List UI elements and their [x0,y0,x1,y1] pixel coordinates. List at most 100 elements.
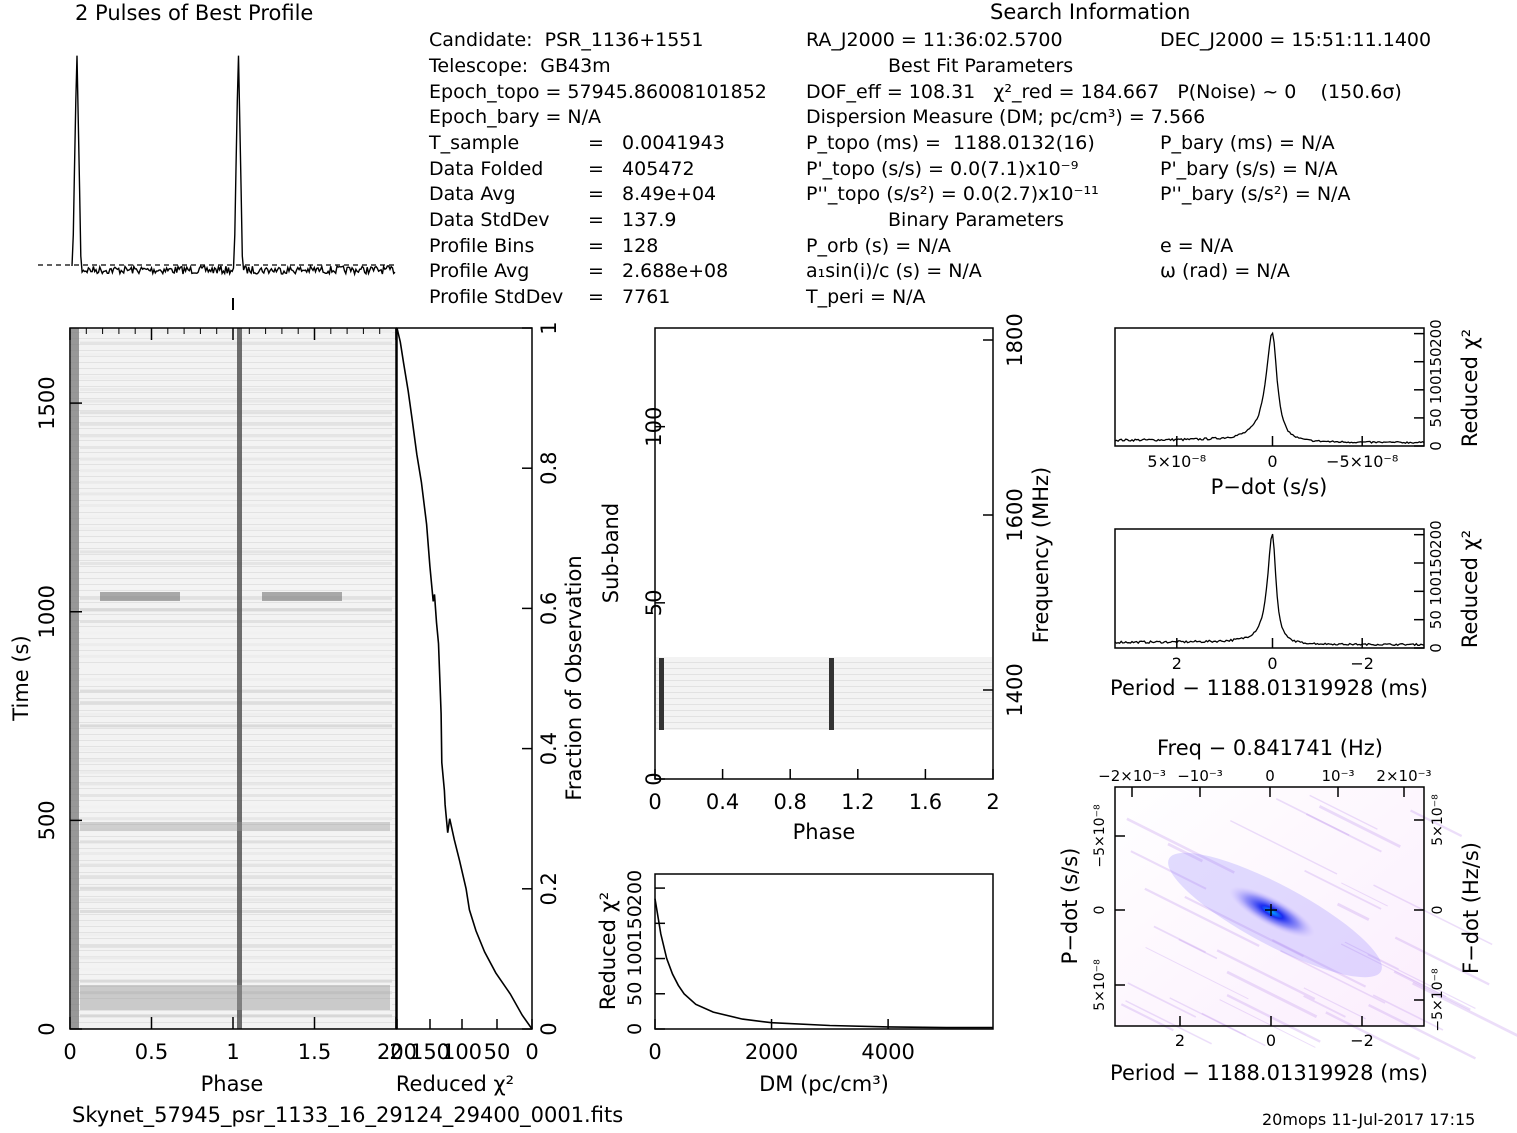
time-phase-row [80,666,392,670]
subband-ytick-label: 100 [642,407,666,447]
chi-period-frame [1114,528,1425,649]
ra: RA_J2000 = 11:36:02.5700 [806,29,1063,51]
chi-dm-xtick-label: 2000 [745,1040,798,1064]
pp-top-tick-label: 2×10⁻³ [1376,767,1431,785]
pp-streak [1336,902,1370,921]
chi_vs_period-ytick-label: 200 [1427,520,1445,549]
pp-right-label: F−dot (Hz/s) [1459,842,1483,974]
chi-time-ytick-label: 0 [537,1022,561,1035]
pp-streak [1305,813,1382,853]
pp-streaks [1120,794,1517,1061]
pdd-bary: P''_bary (s/s²) = N/A [1160,183,1351,205]
pp-streak [1125,1000,1212,1045]
chi-time-ytick-label: 0.6 [537,592,561,625]
fits-filename: Skynet_57945_psr_1133_16_29124_29400_000… [72,1103,624,1127]
time-phase-plot: 0 0.5 1 1.5 2 0 500 1000 1500 Phase Time (s) [9,327,403,1096]
time-phase-row [80,689,392,693]
chi_vs_pdot-ytick-label: 200 [1427,319,1445,348]
data-folded-label: Data Folded [429,158,544,180]
time-phase-rows [80,330,392,1018]
time-phase-row [80,341,392,345]
pp-streak [1280,950,1386,1004]
pp-top-tick-label: 0 [1265,767,1275,785]
time-phase-row [80,538,392,542]
subband-ylabel: Sub-band [599,503,623,603]
chi-pdot-line [1114,331,1425,444]
profile-avg-value: = 2.688e+08 [588,260,729,282]
pp-streak [1226,970,1318,1019]
time-phase-row [80,364,392,368]
pp-ytick-label: 5×10⁻⁸ [1092,959,1108,1011]
chi-period-line [1114,533,1425,647]
candidate: Candidate: PSR_1136+1551 [429,29,704,51]
pp-streak [1230,819,1338,875]
pp-xtick-label: −2 [1350,1031,1374,1050]
dm-value: Dispersion Measure (DM; pc/cm³) = 7.566 [806,106,1206,128]
chi-time-ytick-label: 0.2 [537,872,561,905]
pp-xlabel: Period − 1188.01319928 (ms) [1110,1061,1428,1085]
frequency-tick-label: 1600 [1003,488,1027,541]
time-phase-xtick-label: 0 [63,1040,76,1064]
chi_vs_period-ytick-label: 150 [1427,549,1445,578]
period-pdot-plane: 2 0 −2 −2×10⁻³ −10⁻³ 0 10⁻³ 2×10⁻³ −5×10⁻⁸ 0 5×10⁻… [1058,736,1517,1085]
data-avg-value: = 8.49e+04 [588,183,717,205]
chi-dm-ytick-label: 100 [624,940,646,976]
pp-streak [1304,869,1382,910]
time-phase-row [80,1014,392,1018]
frequency-tick-label: 1800 [1003,313,1027,366]
omega: ω (rad) = N/A [1160,260,1290,282]
t-peri: T_peri = N/A [806,286,926,308]
time-phase-row [80,747,392,751]
time-phase-row [80,330,392,333]
pp-streak [1219,999,1316,1048]
time-phase-row [80,515,392,519]
time-phase-row [80,759,392,763]
profile-stddev-value: = 7761 [588,286,671,308]
time-phase-xtick-label: 1.5 [298,1040,331,1064]
pp-streak [1412,981,1517,1037]
subband-ytick-label: 50 [642,589,666,616]
pp-streak [1201,1012,1247,1037]
chi_vs_period-xtick-label: −2 [1350,654,1374,673]
pd-bary: P'_bary (s/s) = N/A [1160,158,1338,180]
p-bary: P_bary (ms) = N/A [1160,132,1335,154]
pp-xtick-label: 0 [1266,1031,1276,1050]
pp-streak [1368,1003,1477,1060]
subband-pulse-2 [829,658,834,730]
time-phase-row [80,805,392,809]
time-phase-ytick-label: 1500 [35,376,59,429]
best-fit-heading: Best Fit Parameters [888,55,1074,77]
chi-time-xtick-label: 50 [484,1040,511,1064]
time-phase-row [80,399,392,403]
band-500 [80,822,390,831]
data-stddev-label: Data StdDev [429,209,550,231]
time-phase-row [80,979,392,983]
time-phase-row [80,875,392,879]
time-phase-row [80,492,392,496]
pp-ylabel: P−dot (s/s) [1058,848,1082,965]
chi_vs_period-xtick-label: 2 [1172,654,1182,673]
chi-time-ytick-label: 0.4 [537,732,561,765]
pp-streak [1144,887,1260,947]
time-phase-row [80,840,392,844]
time-phase-row [80,596,392,600]
time-phase-row [80,573,392,577]
pp-core [1229,886,1315,938]
subband-pulse-1 [659,658,664,730]
pp-streak [1271,939,1367,988]
time-phase-row [80,480,392,484]
time-phase-row [80,852,392,855]
dec: DEC_J2000 = 15:51:11.1400 [1160,29,1432,51]
t-sample-value: = 0.0041943 [588,132,725,154]
time-phase-row [80,631,392,635]
pp-streak [1275,797,1350,836]
time-phase-row [80,770,392,774]
chi_vs_pdot-xtick-label: 5×10⁻⁸ [1147,452,1206,471]
subband-xlabel: Phase [793,820,856,844]
a1-sini: a₁sin(i)/c (s) = N/A [806,260,982,282]
time-phase-row [80,944,392,948]
time-phase-row [80,550,392,554]
frequency-tick-label: 1400 [1003,663,1027,716]
